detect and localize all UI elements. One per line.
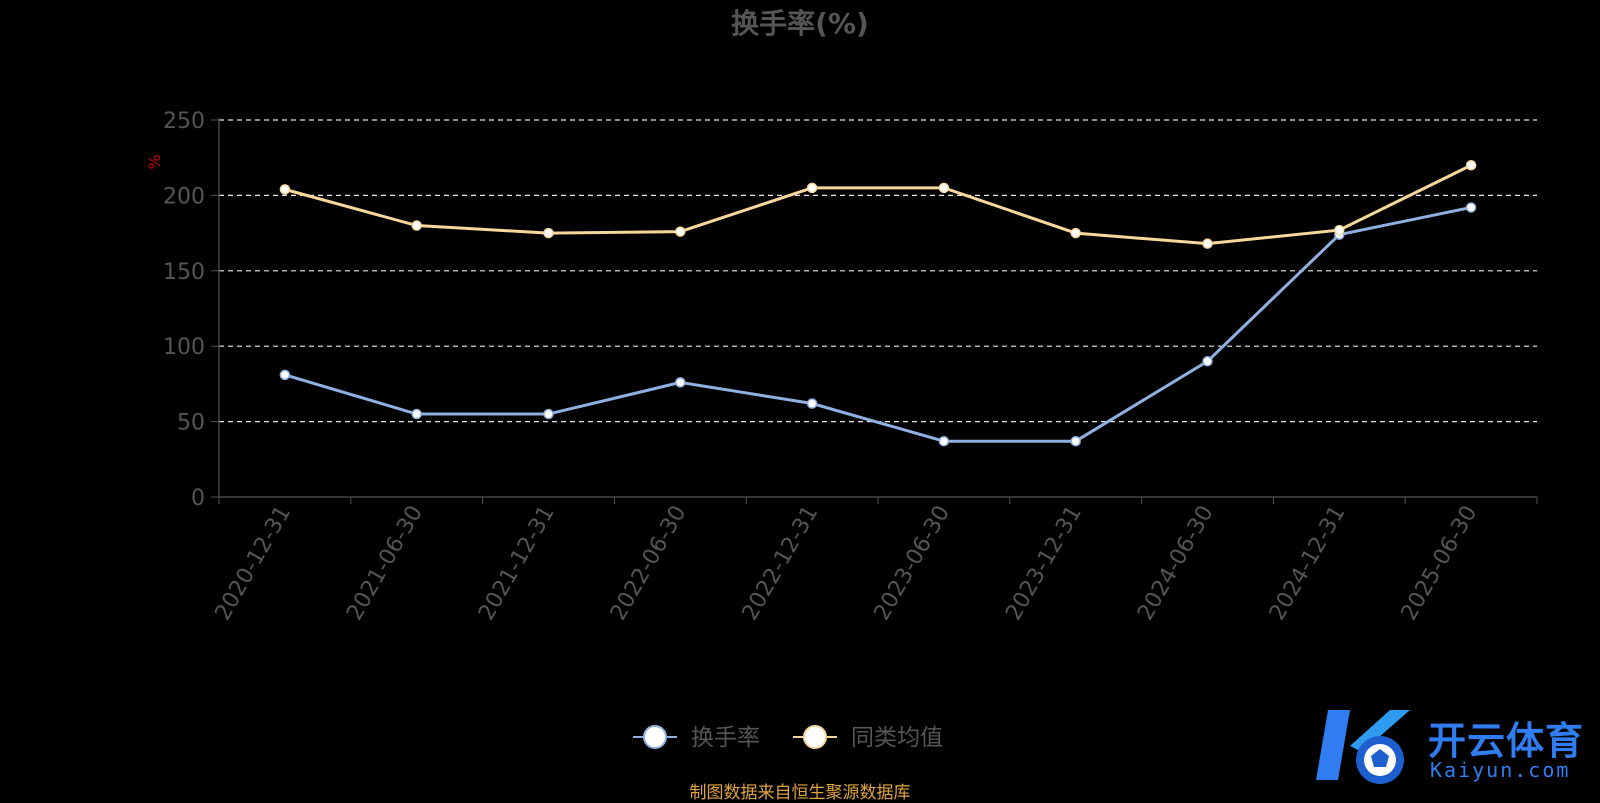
data-point xyxy=(675,377,686,388)
data-point xyxy=(279,369,291,381)
data-point xyxy=(1334,224,1345,236)
watermark-cn: 开云体育 xyxy=(1428,719,1585,763)
data-point xyxy=(543,227,554,239)
x-tick-label: 2023-06-30 xyxy=(870,502,956,625)
y-tick-label: 150 xyxy=(163,260,205,285)
legend-marker xyxy=(643,725,667,749)
x-tick-label: 2020-12-31 xyxy=(211,502,297,625)
legend-item[interactable]: 同类均值 xyxy=(793,725,943,751)
series xyxy=(279,159,1477,447)
legend[interactable]: 换手率 同类均值 xyxy=(633,725,943,751)
chart-title: 换手率(%) xyxy=(731,7,869,40)
watermark-en: Kaiyun.com xyxy=(1430,758,1571,782)
x-tick-label: 2024-06-30 xyxy=(1133,502,1219,625)
kaiyun-logo-icon xyxy=(1316,710,1410,784)
x-tick-label: 2021-12-31 xyxy=(474,502,560,625)
watermark-logo: 开云体育 Kaiyun.com xyxy=(1310,700,1600,800)
x-tick-label: 2022-12-31 xyxy=(738,502,824,625)
series-line xyxy=(284,205,1472,443)
x-tick-label: 2021-06-30 xyxy=(342,502,428,625)
data-point xyxy=(1202,238,1213,249)
legend-label: 换手率 xyxy=(691,725,760,751)
data-point xyxy=(1202,356,1213,367)
source-note: 制图数据来自恒生聚源数据库 xyxy=(689,783,911,803)
data-point xyxy=(1070,435,1081,447)
y-tick-label: 250 xyxy=(163,109,205,134)
y-tick-label: 100 xyxy=(163,335,205,360)
data-point xyxy=(1070,227,1081,239)
legend-label: 同类均值 xyxy=(851,725,943,751)
data-point xyxy=(411,220,422,231)
x-tick-label: 2025-06-30 xyxy=(1397,502,1483,625)
y-tick-label: 0 xyxy=(191,486,205,511)
data-point xyxy=(938,182,950,194)
data-point xyxy=(806,398,818,409)
x-tick-label: 2023-12-31 xyxy=(1001,502,1087,625)
data-point xyxy=(938,435,950,447)
x-tick-label: 2024-12-31 xyxy=(1265,502,1351,625)
data-point xyxy=(1465,159,1477,171)
legend-marker xyxy=(803,725,827,749)
x-tick-label: 2022-06-30 xyxy=(606,502,692,625)
y-tick-label: 50 xyxy=(177,411,205,436)
y-axis-label: % xyxy=(145,154,164,169)
grid xyxy=(219,119,1537,423)
y-tick-label: 200 xyxy=(163,184,205,209)
axes: 0 50 100 150 200 250 2020-12-31 2021-06-30 2021-… xyxy=(163,109,1538,625)
data-point xyxy=(543,408,554,420)
legend-item[interactable]: 换手率 xyxy=(633,725,760,751)
data-point xyxy=(806,182,818,194)
data-point xyxy=(675,226,686,237)
series-line xyxy=(284,163,1472,246)
data-point xyxy=(411,408,422,420)
data-point xyxy=(279,184,291,195)
data-point xyxy=(1465,202,1477,213)
